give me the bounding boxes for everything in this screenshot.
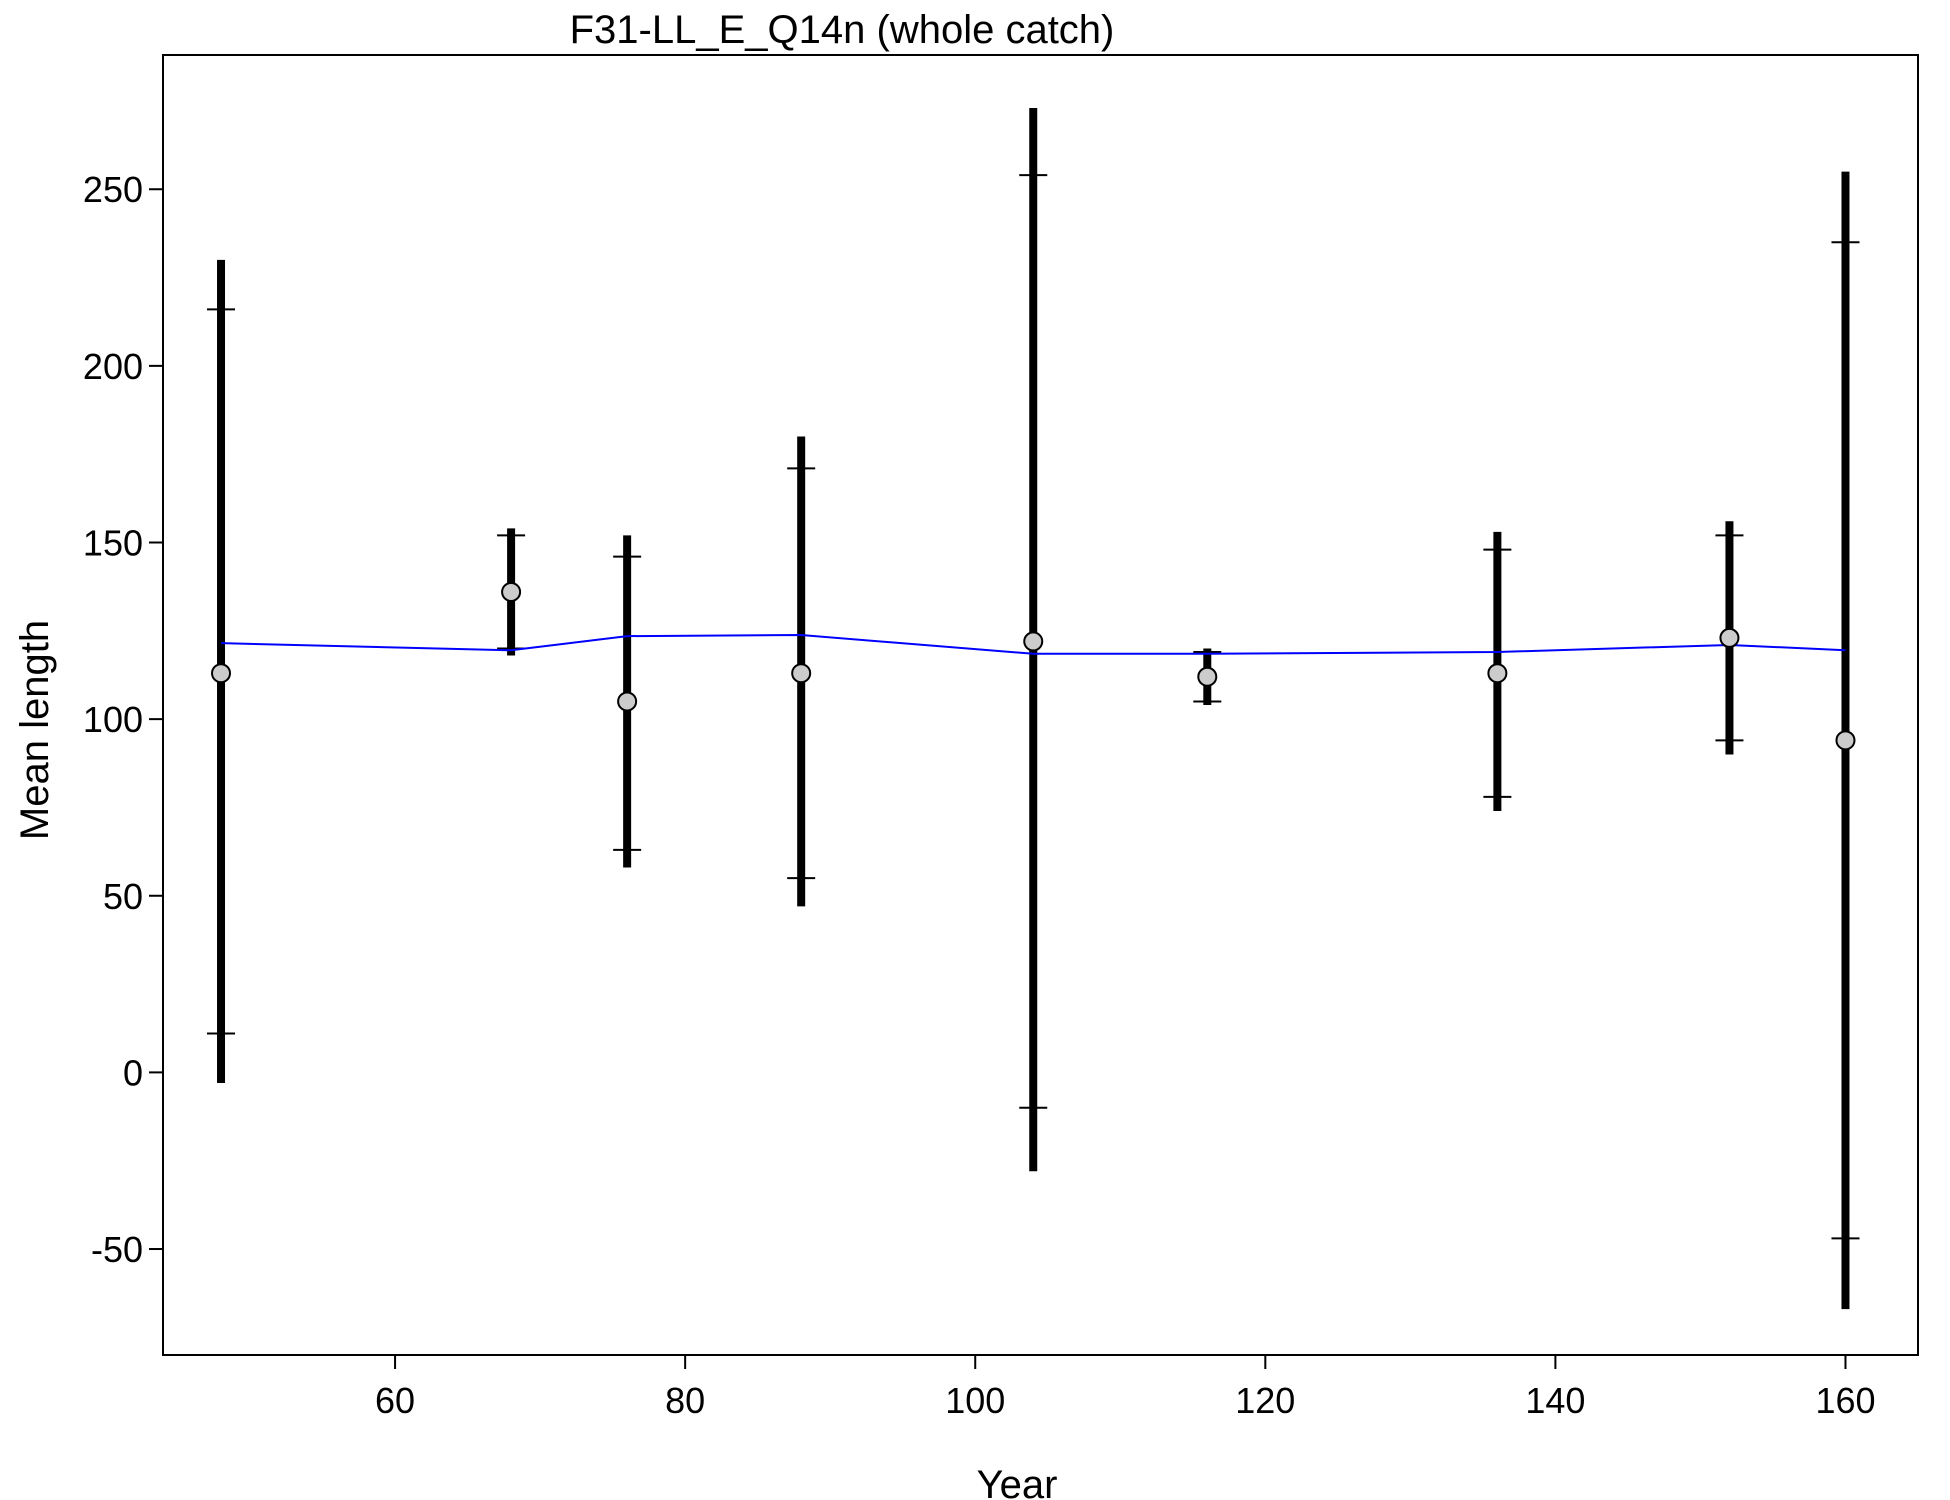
- observed-point: [1023, 631, 1044, 652]
- y-tick-label: 0: [123, 1052, 143, 1093]
- observed-point: [791, 663, 812, 684]
- y-axis-title: Mean length: [13, 620, 57, 840]
- observed-point: [211, 663, 232, 684]
- observed-point: [1835, 730, 1856, 751]
- x-tick-label: 60: [375, 1380, 415, 1421]
- y-tick-label: 250: [83, 169, 143, 210]
- observed-point: [501, 581, 522, 602]
- x-axis-title: Year: [977, 1463, 1058, 1500]
- x-tick-label: 140: [1525, 1380, 1585, 1421]
- x-tick-label: 160: [1815, 1380, 1875, 1421]
- observed-points: [211, 581, 1856, 751]
- x-tick-label: 120: [1235, 1380, 1295, 1421]
- chart-title: F31-LL_E_Q14n (whole catch): [570, 8, 1115, 52]
- observed-point: [1719, 627, 1740, 648]
- expected-line: [220, 634, 1846, 655]
- y-tick-label: 50: [103, 876, 143, 917]
- plot-frame: [162, 54, 1919, 1356]
- x-axis: 60 80 100 120 140 160: [375, 1355, 1876, 1421]
- y-axis: -50 0 50 100 150 200 250: [83, 169, 163, 1270]
- observed-point: [1487, 663, 1508, 684]
- y-tick-label: -50: [91, 1229, 143, 1270]
- x-tick-label: 100: [945, 1380, 1005, 1421]
- y-tick-label: 100: [83, 699, 143, 740]
- x-tick-label: 80: [665, 1380, 705, 1421]
- observed-point: [617, 691, 638, 712]
- y-tick-label: 150: [83, 523, 143, 564]
- observed-intervals: [207, 107, 1860, 1310]
- observed-point: [1197, 666, 1218, 687]
- y-tick-label: 200: [83, 346, 143, 387]
